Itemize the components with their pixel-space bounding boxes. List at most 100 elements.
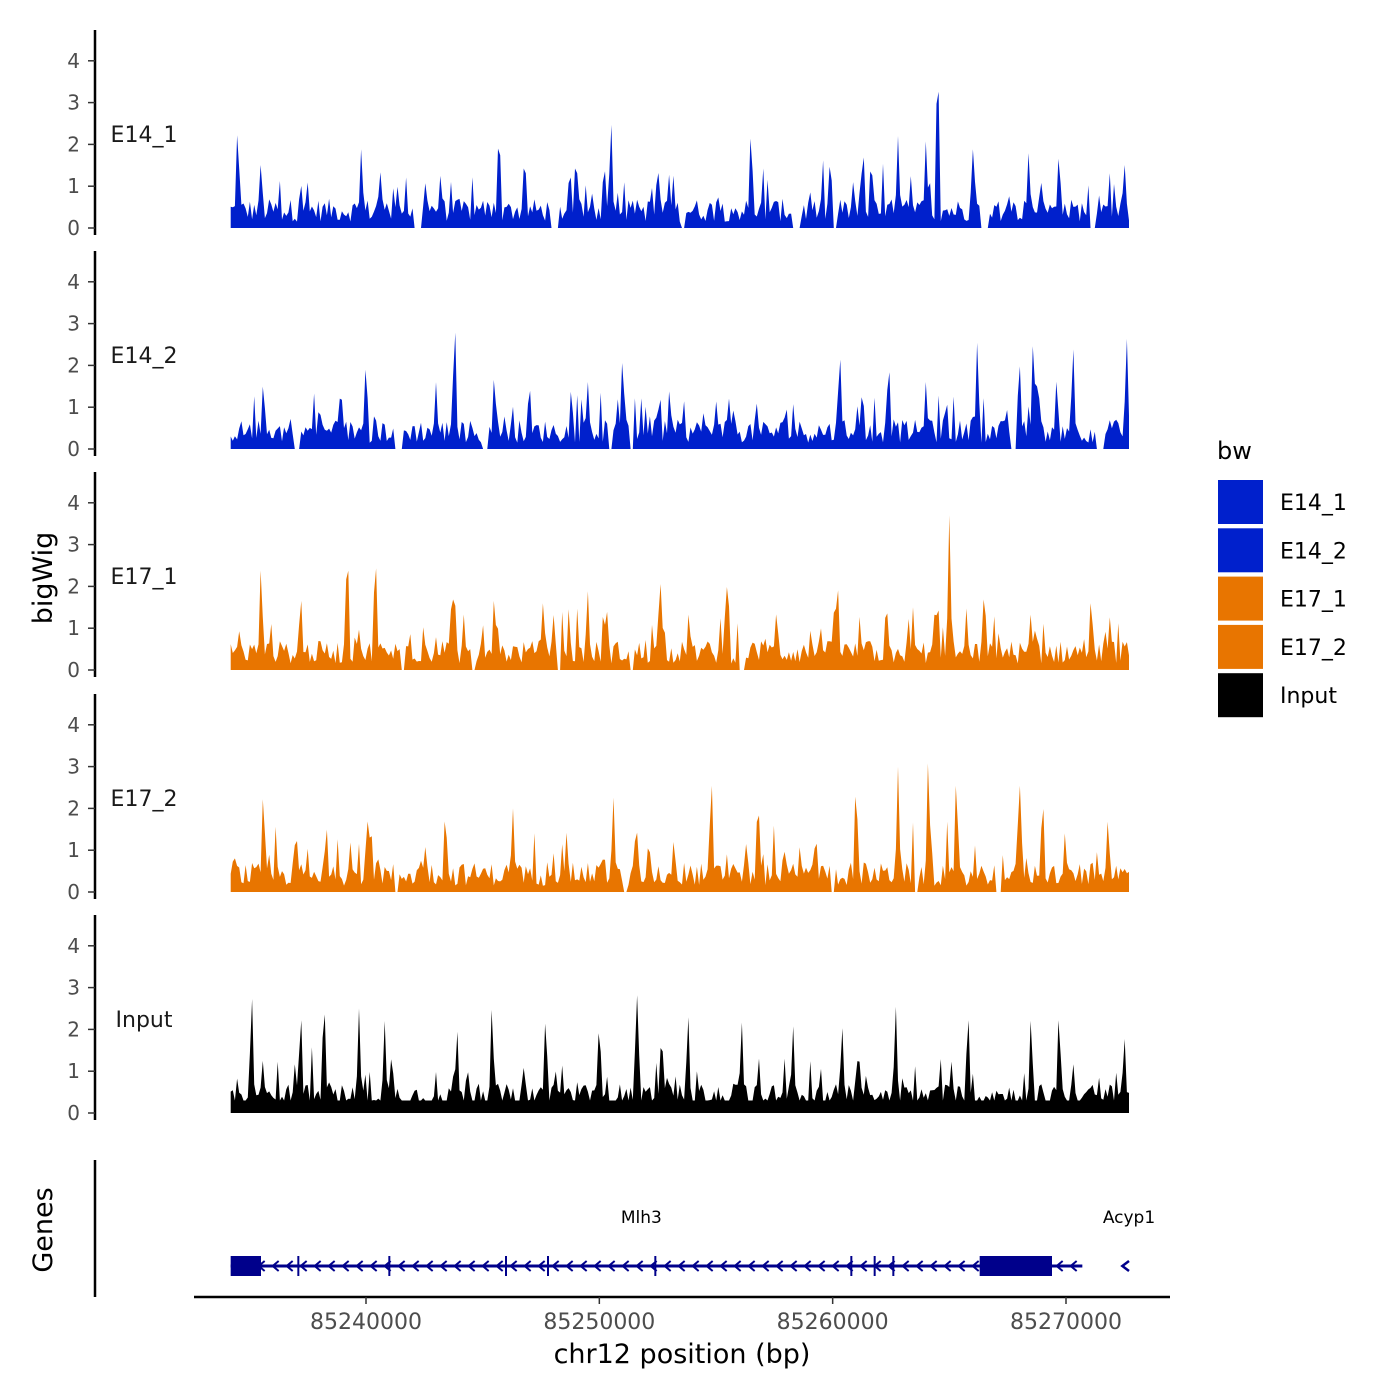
y-tick-label: 3 [67,312,80,336]
legend: bw E14_1 E14_2 E17_1 E17_2 Input [1217,437,1347,718]
strand-arrow [831,1260,840,1272]
track-label: E14_1 [111,123,178,148]
strand-arrow [621,1260,630,1272]
legend-label: E17_1 [1280,588,1347,613]
y-tick-label: 0 [67,437,80,461]
strand-arrow [453,1260,462,1272]
gene-Mlh3: Mlh3 [230,1208,1083,1276]
y-tick-label: 2 [67,574,80,598]
strand-arrow [397,1260,406,1272]
x-axis-title: chr12 position (bp) [554,1339,811,1370]
coverage-area-E14_1 [230,91,1129,228]
strand-arrow [299,1260,308,1272]
strand-arrow [271,1260,280,1272]
strand-arrow [1069,1260,1078,1272]
strand-arrow [747,1260,756,1272]
y-tick-label: 2 [67,796,80,820]
gene-Acyp1: Acyp1 [1103,1208,1155,1273]
strand-arrow [1120,1259,1130,1273]
legend-key-Input [1218,673,1263,718]
y-tick-label: 4 [67,270,80,294]
strand-arrow [859,1260,868,1272]
strand-arrow [677,1260,686,1272]
exon [230,1256,261,1276]
strand-arrow [481,1260,490,1272]
strand-arrow [929,1260,938,1272]
y-tick-label: 1 [67,1059,80,1083]
strand-arrow [607,1260,616,1272]
strand-arrow [327,1260,336,1272]
legend-label: Input [1280,684,1337,709]
legend-label: E17_2 [1280,636,1347,661]
strand-arrow [313,1260,322,1272]
y-tick-label: 2 [67,353,80,377]
strand-arrow [439,1260,448,1272]
x-tick-label: 85240000 [310,1310,422,1335]
strand-arrow [775,1260,784,1272]
strand-arrow [495,1260,504,1272]
track-Input: 0 1 2 3 4 Input [67,915,1129,1125]
strand-arrow [901,1260,910,1272]
y-tick-label: 3 [67,533,80,557]
coverage-area-E14_2 [230,332,1129,449]
y-tick-label: 0 [67,216,80,240]
strand-arrow [369,1260,378,1272]
legend-label: E14_2 [1280,539,1347,564]
y-tick-label: 0 [67,880,80,904]
strand-arrow [803,1260,812,1272]
x-tick-label: 85260000 [777,1310,889,1335]
strand-arrow [425,1260,434,1272]
legend-key-E17_1 [1218,576,1263,621]
y-tick-label: 4 [67,491,80,515]
track-E14_2: 0 1 2 3 4 E14_2 [67,251,1129,461]
y-tick-label: 3 [67,976,80,1000]
strand-arrow [719,1260,728,1272]
x-tick-label: 85270000 [1010,1310,1122,1335]
coverage-area-E17_1 [230,515,1129,670]
strand-arrow [733,1260,742,1272]
strand-arrow [593,1260,602,1272]
y-tick-label: 4 [67,713,80,737]
y-tick-label: 2 [67,132,80,156]
strand-arrow [1055,1260,1064,1272]
strand-arrow [635,1260,644,1272]
strand-arrow [285,1260,294,1272]
strand-arrow [523,1260,532,1272]
y-tick-label: 1 [67,616,80,640]
y-tick-label: 0 [67,658,80,682]
legend-key-E14_2 [1218,528,1263,573]
strand-arrow [817,1260,826,1272]
y-tick-label: 4 [67,934,80,958]
coverage-tracks: 0 1 2 3 4 E14_1 0 1 2 3 4 E14_2 0 1 2 3 4 E17_1 0 1 2 3 4 E17_2… [67,30,1129,1125]
y-tick-label: 2 [67,1017,80,1041]
strand-arrow [663,1260,672,1272]
track-E17_2: 0 1 2 3 4 E17_2 [67,694,1129,904]
track-label: E17_2 [111,787,178,812]
strand-arrow [467,1260,476,1272]
strand-arrow [565,1260,574,1272]
strand-arrow [789,1260,798,1272]
legend-label: E14_1 [1280,491,1347,516]
track-E17_1: 0 1 2 3 4 E17_1 [67,472,1129,682]
track-label: E14_2 [111,344,178,369]
strand-arrow [705,1260,714,1272]
genes-panel: Mlh3 Acyp1 [93,1160,1155,1297]
x-tick-label: 85250000 [543,1310,655,1335]
strand-arrow [943,1260,952,1272]
y-tick-label: 1 [67,174,80,198]
strand-arrow [579,1260,588,1272]
y-tick-label: 4 [67,49,80,73]
strand-arrow [761,1260,770,1272]
strand-arrow [971,1260,980,1272]
legend-key-E14_1 [1218,480,1263,524]
y-tick-label: 3 [67,755,80,779]
strand-arrow [915,1260,924,1272]
strand-arrow [411,1260,420,1272]
coverage-area-E17_2 [230,763,1129,892]
y-tick-label: 0 [67,1101,80,1125]
gene-label: Mlh3 [621,1208,662,1228]
strand-arrow [537,1260,546,1272]
y-tick-label: 1 [67,395,80,419]
strand-arrow [341,1260,350,1272]
